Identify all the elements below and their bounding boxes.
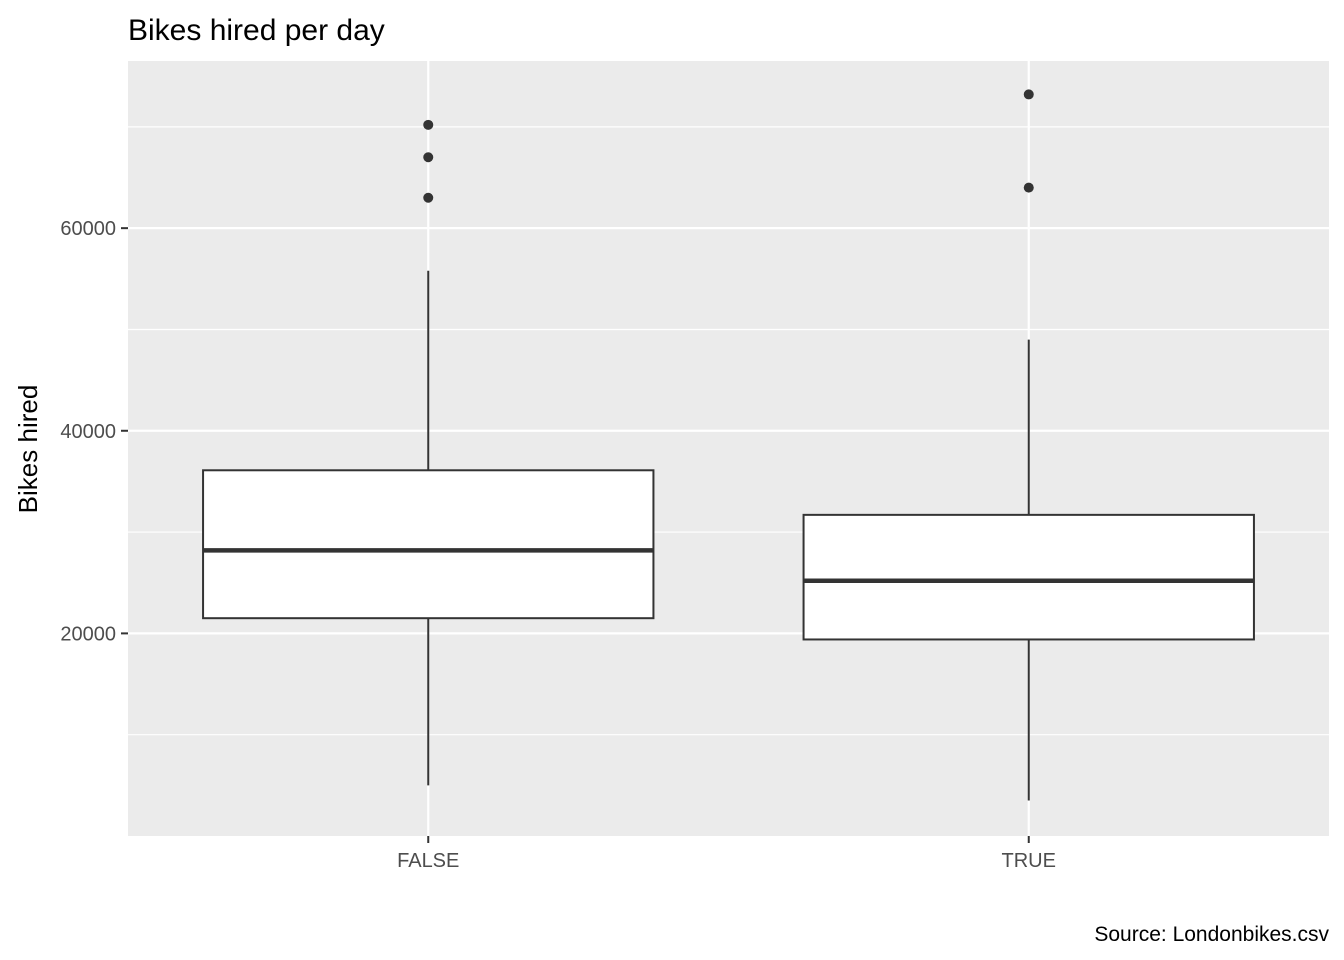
box-true [802, 89, 1255, 801]
outlier-point [423, 192, 434, 203]
panel-background [128, 61, 1329, 836]
plot-panel [128, 61, 1329, 836]
chart-caption: Source: Londonbikes.csv [1094, 923, 1329, 946]
interquartile-box [802, 513, 1255, 641]
x-tick-label: TRUE [1002, 850, 1056, 872]
y-axis-label: Bikes hired [13, 385, 43, 514]
y-tick-label: 20000 [60, 623, 116, 645]
outlier-point [423, 119, 434, 130]
interquartile-box [202, 469, 655, 620]
chart-title: Bikes hired per day [128, 14, 385, 47]
chart-marks [202, 89, 1255, 801]
box-false [202, 119, 655, 786]
outlier-point [423, 152, 434, 163]
y-tick-label: 60000 [60, 218, 116, 240]
y-tick-label: 40000 [60, 421, 116, 443]
x-tick-label: FALSE [397, 850, 459, 872]
x-axis-ticks: FALSE TRUE [397, 836, 1056, 872]
outlier-point [1023, 182, 1034, 193]
outlier-point [1023, 89, 1034, 100]
y-axis-ticks: 20000 40000 60000 [60, 218, 128, 645]
